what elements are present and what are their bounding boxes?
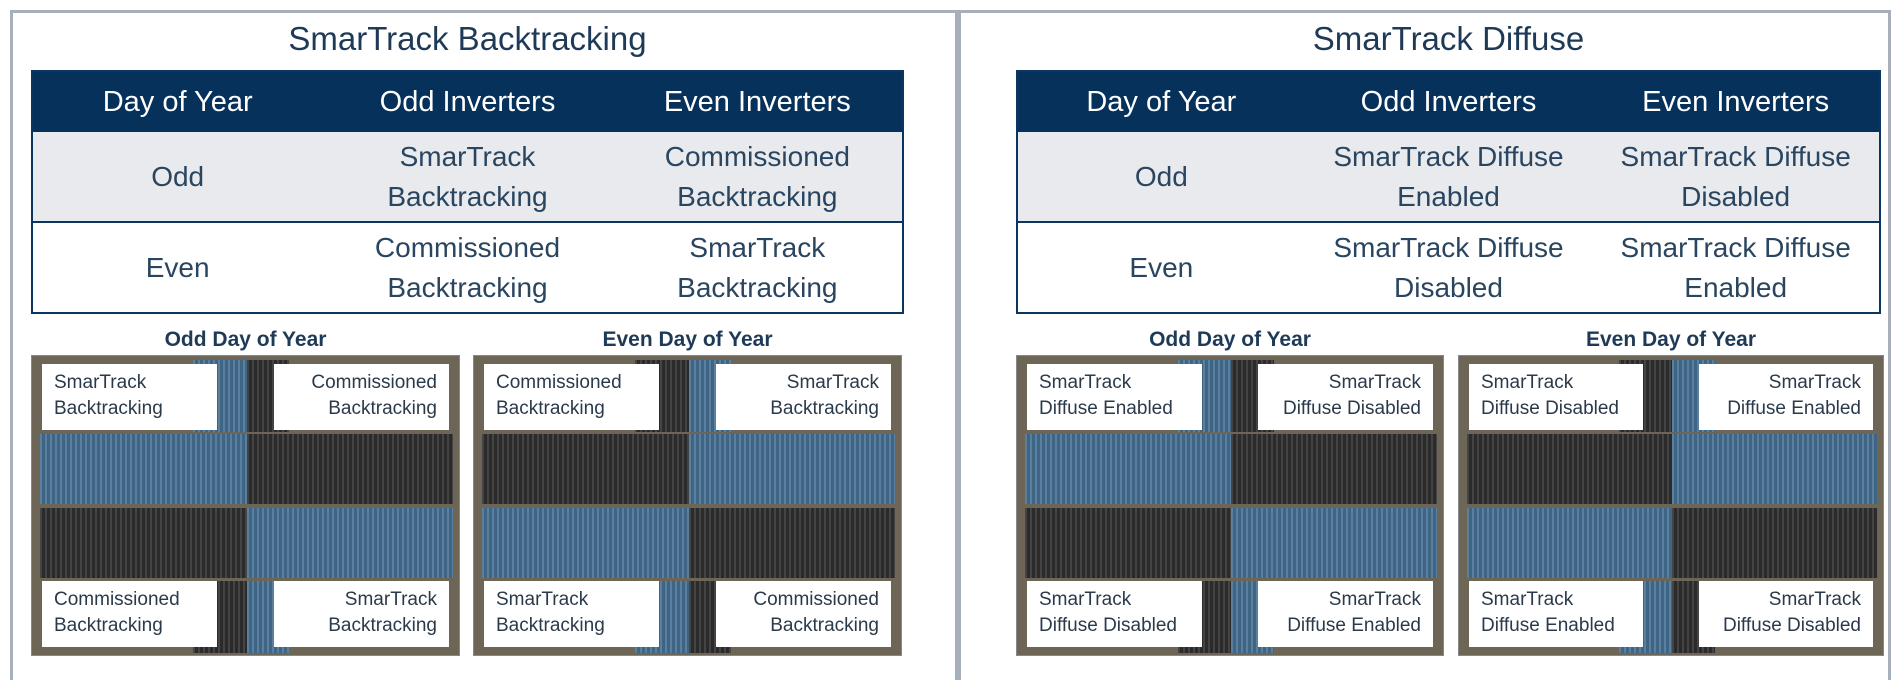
image-label: Commissioned Backtracking [715,581,891,647]
panel-rows [40,434,247,504]
image-label: SmarTrack Diffuse Enabled [1699,364,1873,430]
panel-rows [1467,434,1672,504]
image-caption: Even Day of Year [602,328,773,351]
table-cell: SmarTrack Backtracking [322,132,613,223]
aerial-image: SmarTrack Backtracking Commissioned Backt… [31,355,460,656]
table-row: Odd SmarTrack Backtracking Commissioned Ba… [32,132,903,223]
image-caption: Even Day of Year [1585,328,1757,351]
image-label: Commissioned Backtracking [484,364,660,430]
image-label: SmarTrack Diffuse Disabled [1699,581,1873,647]
image-label: SmarTrack Diffuse Enabled [1469,581,1643,647]
table-cell: Odd [1017,132,1305,223]
header-cell: Even Inverters [1592,71,1880,132]
table-cell: Odd [32,132,323,223]
header-cell: Odd Inverters [322,71,613,132]
panel-rows [1672,508,1877,578]
aerial-image: Commissioned Backtracking SmarTrack Backt… [473,355,902,656]
table-row: Even Commissioned Backtracking SmarTrack B… [32,222,903,313]
comparison-table: Day of Year Odd Inverters Even Inverters Od… [31,70,904,314]
panel-rows [246,434,453,504]
panel-rows [1025,434,1231,504]
image-label: SmarTrack Diffuse Enabled [1027,364,1202,430]
header-cell: Day of Year [1017,71,1305,132]
image-label: SmarTrack Backtracking [273,581,449,647]
table-cell: SmarTrack Diffuse Disabled [1592,132,1880,223]
panel-title: SmarTrack Backtracking [288,20,647,57]
panel-rows [40,508,247,578]
panel-rows [482,434,689,504]
table-row: Even SmarTrack Diffuse Disabled SmarTrack … [1017,222,1880,313]
table-cell: SmarTrack Backtracking [677,231,838,303]
image-label: SmarTrack Diffuse Disabled [1258,364,1433,430]
comparison-table: Day of Year Odd Inverters Even Inverters Od… [1016,70,1881,314]
table-cell: Commissioned Backtracking [612,132,903,223]
image-label: Commissioned Backtracking [273,364,449,430]
panel-rows [1231,434,1437,504]
table-cell: Commissioned Backtracking [374,231,561,303]
panel-rows [688,434,895,504]
table-cell: SmarTrack Diffuse Enabled [1620,231,1851,303]
panel-title: SmarTrack Diffuse [1312,20,1585,57]
table-row: Odd SmarTrack Diffuse Enabled SmarTrack Di… [1017,132,1880,223]
table-cell: Even [1129,251,1194,283]
panel-rows [1467,508,1672,578]
image-label: SmarTrack Diffuse Disabled [1469,364,1643,430]
header-cell: Even Inverters [612,71,903,132]
image-label: SmarTrack Backtracking [42,364,218,430]
header-cell: Day of Year [32,71,323,132]
panel-frame [10,10,958,680]
panel-rows [482,508,689,578]
image-label: Commissioned Backtracking [42,581,218,647]
image-caption: Odd Day of Year [164,328,327,351]
panel-rows [1231,508,1437,578]
panel-rows [1025,508,1231,578]
image-label: SmarTrack Diffuse Enabled [1258,581,1433,647]
image-caption: Odd Day of Year [1149,328,1311,351]
table-cell: Even [145,251,210,283]
aerial-image: SmarTrack Diffuse Enabled SmarTrack Diffu… [1016,355,1444,656]
table-cell: SmarTrack Diffuse Enabled [1304,132,1593,223]
panel-rows [688,508,895,578]
panel-frame [958,10,1891,680]
image-label: SmarTrack Diffuse Disabled [1027,581,1202,647]
image-label: SmarTrack Backtracking [484,581,660,647]
image-label: SmarTrack Backtracking [715,364,891,430]
header-row: Day of Year Odd Inverters Even Inverters [1017,71,1880,132]
panel-rows [1672,434,1877,504]
header-cell: Odd Inverters [1304,71,1593,132]
header-row: Day of Year Odd Inverters Even Inverters [32,71,903,132]
table-cell: SmarTrack Diffuse Disabled [1333,231,1564,303]
aerial-image: SmarTrack Diffuse Disabled SmarTrack Diff… [1458,355,1884,656]
panel-rows [246,508,453,578]
